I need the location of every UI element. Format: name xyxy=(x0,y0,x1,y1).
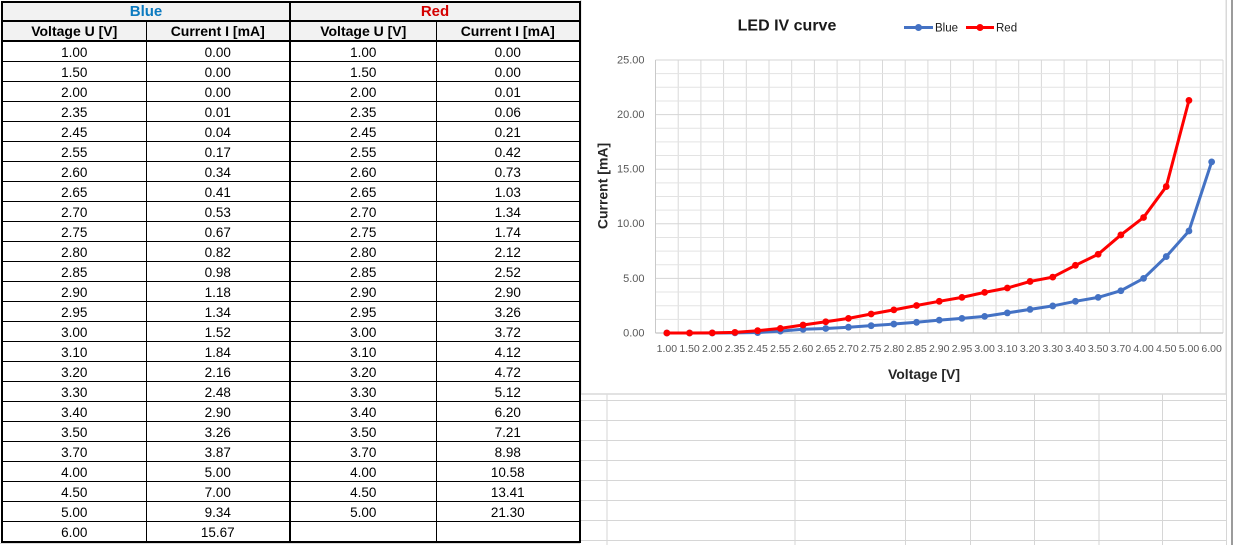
svg-text:LED IV curve: LED IV curve xyxy=(738,18,837,35)
svg-text:20.00: 20.00 xyxy=(617,109,645,121)
svg-text:2.60: 2.60 xyxy=(793,343,814,355)
svg-text:6.00: 6.00 xyxy=(1201,343,1222,355)
svg-text:2.80: 2.80 xyxy=(884,343,905,355)
svg-text:2.90: 2.90 xyxy=(929,343,950,355)
svg-text:2.85: 2.85 xyxy=(906,343,927,355)
svg-text:2.35: 2.35 xyxy=(725,343,746,355)
svg-text:1.50: 1.50 xyxy=(679,343,700,355)
svg-text:Red: Red xyxy=(996,23,1017,35)
svg-text:3.10: 3.10 xyxy=(997,343,1018,355)
svg-text:Blue: Blue xyxy=(935,23,958,35)
svg-text:4.00: 4.00 xyxy=(1133,343,1154,355)
svg-text:1.00: 1.00 xyxy=(657,343,678,355)
svg-text:3.30: 3.30 xyxy=(1043,343,1064,355)
svg-text:3.00: 3.00 xyxy=(974,343,995,355)
svg-text:Voltage [V]: Voltage [V] xyxy=(888,366,960,382)
svg-text:3.40: 3.40 xyxy=(1065,343,1086,355)
svg-text:0.00: 0.00 xyxy=(623,327,644,339)
svg-text:2.55: 2.55 xyxy=(770,343,791,355)
svg-text:3.70: 3.70 xyxy=(1111,343,1132,355)
svg-text:2.00: 2.00 xyxy=(702,343,723,355)
svg-text:2.70: 2.70 xyxy=(838,343,859,355)
svg-text:5.00: 5.00 xyxy=(623,273,644,285)
svg-text:15.00: 15.00 xyxy=(617,164,645,176)
svg-text:4.50: 4.50 xyxy=(1156,343,1177,355)
svg-text:2.95: 2.95 xyxy=(952,343,973,355)
svg-text:2.75: 2.75 xyxy=(861,343,882,355)
svg-text:2.45: 2.45 xyxy=(747,343,768,355)
svg-text:Current [mA]: Current [mA] xyxy=(595,143,611,229)
svg-text:10.00: 10.00 xyxy=(617,218,645,230)
svg-text:3.50: 3.50 xyxy=(1088,343,1109,355)
svg-text:5.00: 5.00 xyxy=(1179,343,1200,355)
svg-text:3.20: 3.20 xyxy=(1020,343,1041,355)
svg-text:2.65: 2.65 xyxy=(816,343,837,355)
svg-text:25.00: 25.00 xyxy=(617,54,645,66)
